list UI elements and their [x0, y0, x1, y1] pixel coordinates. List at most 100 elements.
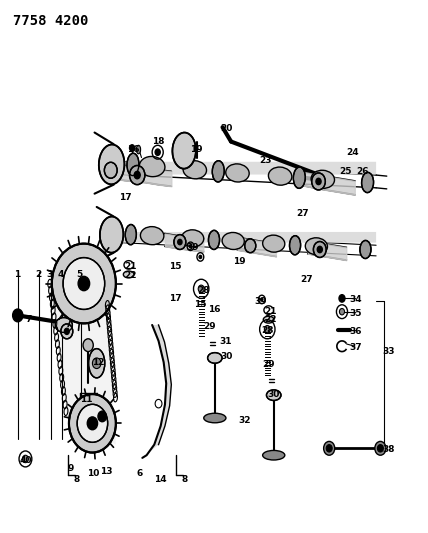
Text: 29: 29 [262, 360, 275, 369]
Text: 35: 35 [349, 309, 362, 318]
Ellipse shape [268, 167, 292, 185]
Text: 14: 14 [155, 475, 167, 483]
Ellipse shape [183, 160, 207, 179]
Text: 37: 37 [349, 343, 362, 352]
Circle shape [198, 285, 204, 293]
Circle shape [313, 241, 326, 257]
Text: 10: 10 [87, 470, 100, 478]
Ellipse shape [123, 271, 134, 278]
Text: 7: 7 [25, 315, 32, 324]
Circle shape [64, 328, 69, 335]
Ellipse shape [360, 240, 371, 259]
Text: 27: 27 [297, 209, 309, 218]
Text: 36: 36 [349, 327, 362, 336]
Ellipse shape [172, 133, 196, 168]
Circle shape [130, 145, 135, 151]
Text: 22: 22 [125, 271, 137, 280]
Ellipse shape [140, 157, 165, 176]
Circle shape [87, 417, 98, 430]
Polygon shape [143, 325, 171, 458]
Ellipse shape [226, 164, 249, 182]
Ellipse shape [140, 227, 164, 245]
Ellipse shape [263, 450, 285, 460]
Circle shape [98, 411, 107, 422]
Text: 34: 34 [349, 295, 362, 304]
Ellipse shape [208, 230, 220, 249]
Circle shape [261, 298, 263, 301]
Circle shape [265, 326, 270, 333]
Text: 38: 38 [383, 446, 395, 455]
Text: 21: 21 [125, 262, 137, 271]
Ellipse shape [137, 146, 141, 154]
Text: 20: 20 [220, 124, 233, 133]
Circle shape [78, 276, 89, 290]
FancyBboxPatch shape [120, 162, 376, 174]
Text: 28: 28 [197, 286, 210, 295]
Text: 28: 28 [261, 326, 273, 335]
Text: 2: 2 [35, 270, 42, 279]
Circle shape [52, 244, 116, 324]
Circle shape [317, 246, 322, 253]
Text: 1: 1 [14, 270, 20, 279]
Circle shape [199, 255, 202, 259]
Text: 11: 11 [80, 395, 92, 404]
Circle shape [326, 445, 332, 452]
Circle shape [312, 173, 325, 190]
Text: 12: 12 [92, 358, 104, 367]
Text: 30: 30 [220, 352, 233, 361]
Text: 6: 6 [136, 470, 143, 478]
Ellipse shape [267, 390, 281, 400]
FancyBboxPatch shape [120, 232, 376, 243]
Circle shape [69, 394, 116, 453]
Text: 15: 15 [169, 262, 182, 271]
Circle shape [245, 239, 256, 253]
Ellipse shape [263, 316, 274, 323]
Circle shape [174, 235, 186, 249]
Circle shape [316, 178, 321, 184]
Text: 25: 25 [339, 167, 352, 176]
Text: 13: 13 [100, 467, 113, 475]
Ellipse shape [289, 236, 300, 255]
Text: 5: 5 [77, 270, 83, 279]
Circle shape [22, 455, 28, 463]
Circle shape [155, 149, 160, 156]
Circle shape [77, 405, 108, 442]
Circle shape [375, 441, 386, 455]
Text: 18: 18 [152, 137, 165, 146]
Text: 40: 40 [20, 456, 33, 465]
Ellipse shape [104, 163, 117, 178]
Text: 23: 23 [259, 156, 271, 165]
Circle shape [189, 245, 192, 248]
Text: 32: 32 [238, 416, 251, 425]
Text: 33: 33 [383, 347, 395, 356]
Ellipse shape [204, 413, 226, 423]
Ellipse shape [99, 144, 125, 184]
Text: 29: 29 [203, 321, 216, 330]
Circle shape [63, 257, 105, 310]
Ellipse shape [89, 349, 105, 378]
Ellipse shape [293, 167, 305, 188]
Ellipse shape [125, 224, 137, 245]
Ellipse shape [127, 154, 139, 175]
Circle shape [134, 171, 140, 179]
Text: 9: 9 [68, 464, 74, 473]
Text: 19: 19 [233, 257, 246, 265]
Circle shape [61, 324, 73, 339]
Circle shape [377, 445, 383, 452]
Ellipse shape [100, 216, 123, 253]
Ellipse shape [55, 318, 72, 333]
Text: 3: 3 [47, 270, 53, 279]
Ellipse shape [311, 170, 335, 188]
Ellipse shape [181, 230, 204, 247]
Ellipse shape [208, 353, 222, 364]
Text: 31: 31 [220, 337, 232, 346]
Ellipse shape [263, 235, 285, 252]
Ellipse shape [362, 172, 374, 192]
Ellipse shape [212, 161, 224, 182]
Circle shape [83, 339, 93, 352]
Text: 4: 4 [57, 270, 64, 279]
Text: 15: 15 [194, 300, 207, 309]
Text: 8: 8 [74, 475, 80, 483]
Polygon shape [50, 284, 116, 445]
Circle shape [339, 309, 345, 315]
